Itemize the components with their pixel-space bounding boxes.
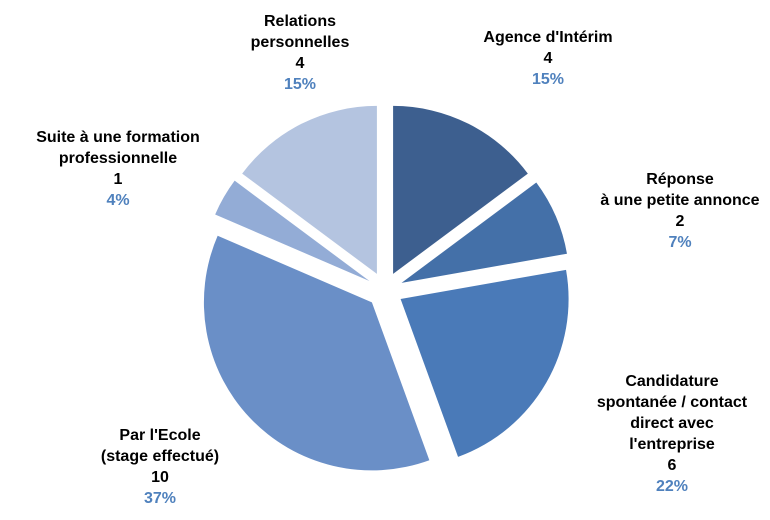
slice-value: 1: [114, 171, 123, 188]
slice-label: (stage effectué): [101, 448, 219, 465]
slice-value: 4: [544, 50, 553, 67]
pie-slice: [400, 269, 569, 457]
slice-percent: 37%: [144, 490, 176, 507]
slice-label: Suite à une formation: [36, 129, 200, 146]
slice-label: Candidature: [625, 373, 718, 390]
slice-label: Relations: [264, 13, 336, 30]
slice-label: personnelles: [251, 34, 350, 51]
slice-label: direct avec: [630, 415, 714, 432]
slice-label: Réponse: [646, 171, 714, 188]
pie-slice: [215, 180, 370, 281]
pie-slice: [242, 105, 377, 274]
slice-label: à une petite annonce: [600, 192, 759, 209]
slice-value: 10: [151, 469, 169, 486]
slice-label: spontanée / contact: [597, 394, 748, 411]
pie-slice: [393, 105, 528, 274]
pie-slice: [203, 235, 430, 471]
slice-value: 6: [668, 457, 677, 474]
slice-percent: 15%: [532, 71, 564, 88]
slice-percent: 4%: [106, 192, 129, 209]
slice-label: l'entreprise: [629, 436, 715, 453]
slice-label: professionnelle: [59, 150, 177, 167]
slice-percent: 7%: [668, 234, 691, 251]
slice-value: 4: [296, 55, 305, 72]
slice-percent: 22%: [656, 478, 688, 495]
slice-label: Agence d'Intérim: [483, 29, 612, 46]
slice-value: 2: [676, 213, 685, 230]
pie-slice: [401, 182, 567, 283]
slice-percent: 15%: [284, 76, 316, 93]
slice-label: Par l'Ecole: [119, 427, 200, 444]
